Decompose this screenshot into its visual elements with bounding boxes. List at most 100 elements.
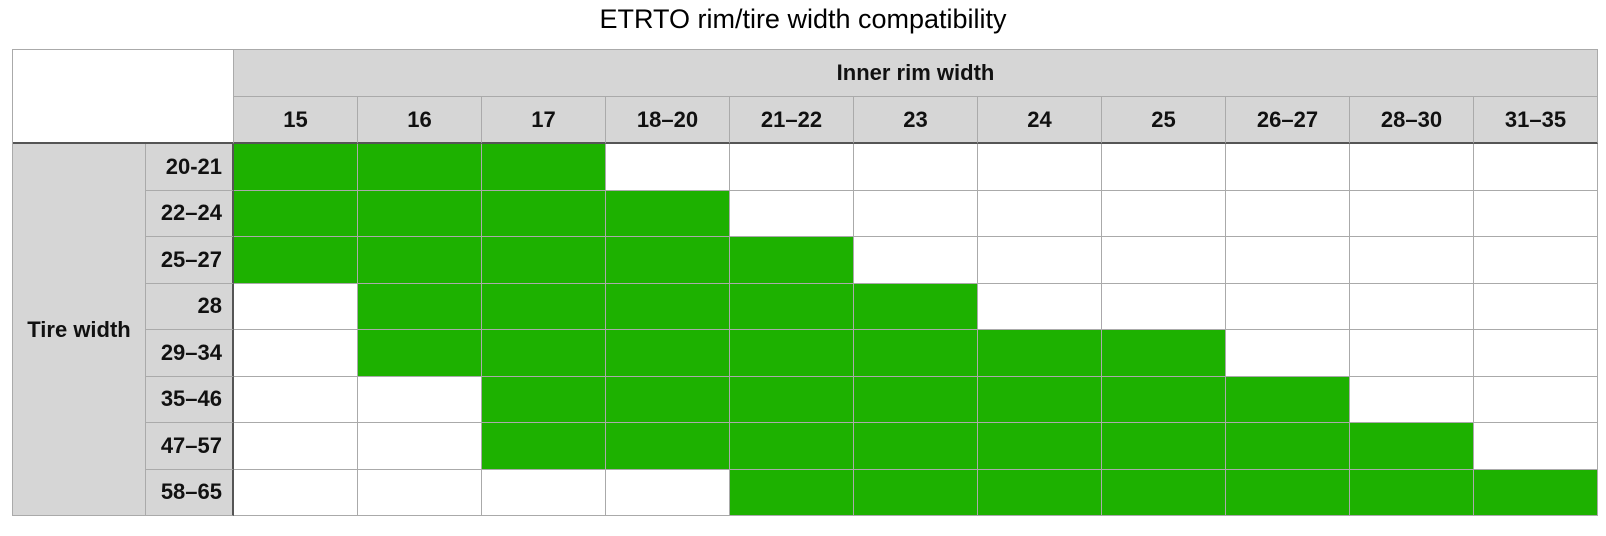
incompatible-cell [1474,190,1598,237]
compatible-cell [606,237,730,284]
column-header: 28–30 [1350,97,1474,144]
incompatible-cell [1226,237,1350,284]
incompatible-cell [854,144,978,191]
compatible-cell [854,330,978,377]
compatible-cell [482,237,606,284]
title: ETRTO rim/tire width compatibility [599,4,1007,34]
row-header: 22–24 [146,190,234,237]
incompatible-cell [1474,423,1598,470]
compatible-cell [1350,469,1474,516]
incompatible-cell [358,423,482,470]
compatible-cell [730,237,854,284]
corner [13,50,234,144]
compatible-cell [482,190,606,237]
incompatible-cell [606,144,730,191]
row-header: 35–46 [146,376,234,423]
column-header: 23 [854,97,978,144]
incompatible-cell [1474,237,1598,284]
incompatible-cell [854,237,978,284]
incompatible-cell [1350,330,1474,377]
incompatible-cell [730,190,854,237]
compatibility-table: Inner rim width 15 16 17 18–20 21–22 23 24 25 26–… [12,49,1598,516]
compatible-cell [978,423,1102,470]
incompatible-cell [358,376,482,423]
compatible-cell [1226,376,1350,423]
compatible-cell [606,330,730,377]
column-header: 31–35 [1474,97,1598,144]
column-header: 17 [482,97,606,144]
row-header: 20-21 [146,144,234,191]
incompatible-cell [1350,190,1474,237]
compatible-cell [358,283,482,330]
column-header: 24 [978,97,1102,144]
compatible-cell [482,376,606,423]
compatible-cell [234,144,358,191]
column-header: 18–20 [606,97,730,144]
compatible-cell [854,376,978,423]
incompatible-cell [1350,237,1474,284]
column-header: 26–27 [1226,97,1350,144]
incompatible-cell [1350,376,1474,423]
incompatible-cell [234,376,358,423]
incompatible-cell [1474,283,1598,330]
compatible-cell [854,469,978,516]
compatible-cell [730,283,854,330]
incompatible-cell [1102,237,1226,284]
incompatible-cell [606,469,730,516]
incompatible-cell [482,469,606,516]
compatible-cell [1102,330,1226,377]
row-header: 25–27 [146,237,234,284]
compatible-cell [730,376,854,423]
compatible-cell [854,423,978,470]
compatible-cell [1102,423,1226,470]
compatible-cell [482,283,606,330]
compatible-cell [482,423,606,470]
column-header: 15 [234,97,358,144]
compatible-cell [358,237,482,284]
compatible-cell [1350,423,1474,470]
compatible-cell [482,330,606,377]
compatible-cell [606,190,730,237]
incompatible-cell [730,144,854,191]
incompatible-cell [1350,283,1474,330]
row-group-header: Tire width [13,144,146,516]
compatible-cell [730,469,854,516]
compatible-cell [358,190,482,237]
incompatible-cell [1102,190,1226,237]
compatible-cell [234,237,358,284]
compatible-cell [606,283,730,330]
compatible-cell [978,469,1102,516]
incompatible-cell [1350,144,1474,191]
incompatible-cell [358,469,482,516]
incompatible-cell [234,469,358,516]
compatible-cell [1102,469,1226,516]
incompatible-cell [234,423,358,470]
incompatible-cell [1474,330,1598,377]
incompatible-cell [1102,283,1226,330]
column-header: 21–22 [730,97,854,144]
compatible-cell [978,376,1102,423]
column-group-header: Inner rim width [234,50,1598,97]
incompatible-cell [1474,376,1598,423]
compatible-cell [1474,469,1598,516]
incompatible-cell [1226,190,1350,237]
compatible-cell [482,144,606,191]
column-header: 25 [1102,97,1226,144]
compatible-cell [1226,469,1350,516]
incompatible-cell [978,190,1102,237]
incompatible-cell [1102,144,1226,191]
compatible-cell [978,330,1102,377]
incompatible-cell [1226,144,1350,191]
incompatible-cell [978,237,1102,284]
compatible-cell [1102,376,1226,423]
compatible-cell [730,423,854,470]
row-header: 28 [146,283,234,330]
compatible-cell [234,190,358,237]
incompatible-cell [1226,283,1350,330]
row-header: 47–57 [146,423,234,470]
compatible-cell [854,283,978,330]
compatible-cell [1226,423,1350,470]
compatible-cell [730,330,854,377]
incompatible-cell [234,330,358,377]
